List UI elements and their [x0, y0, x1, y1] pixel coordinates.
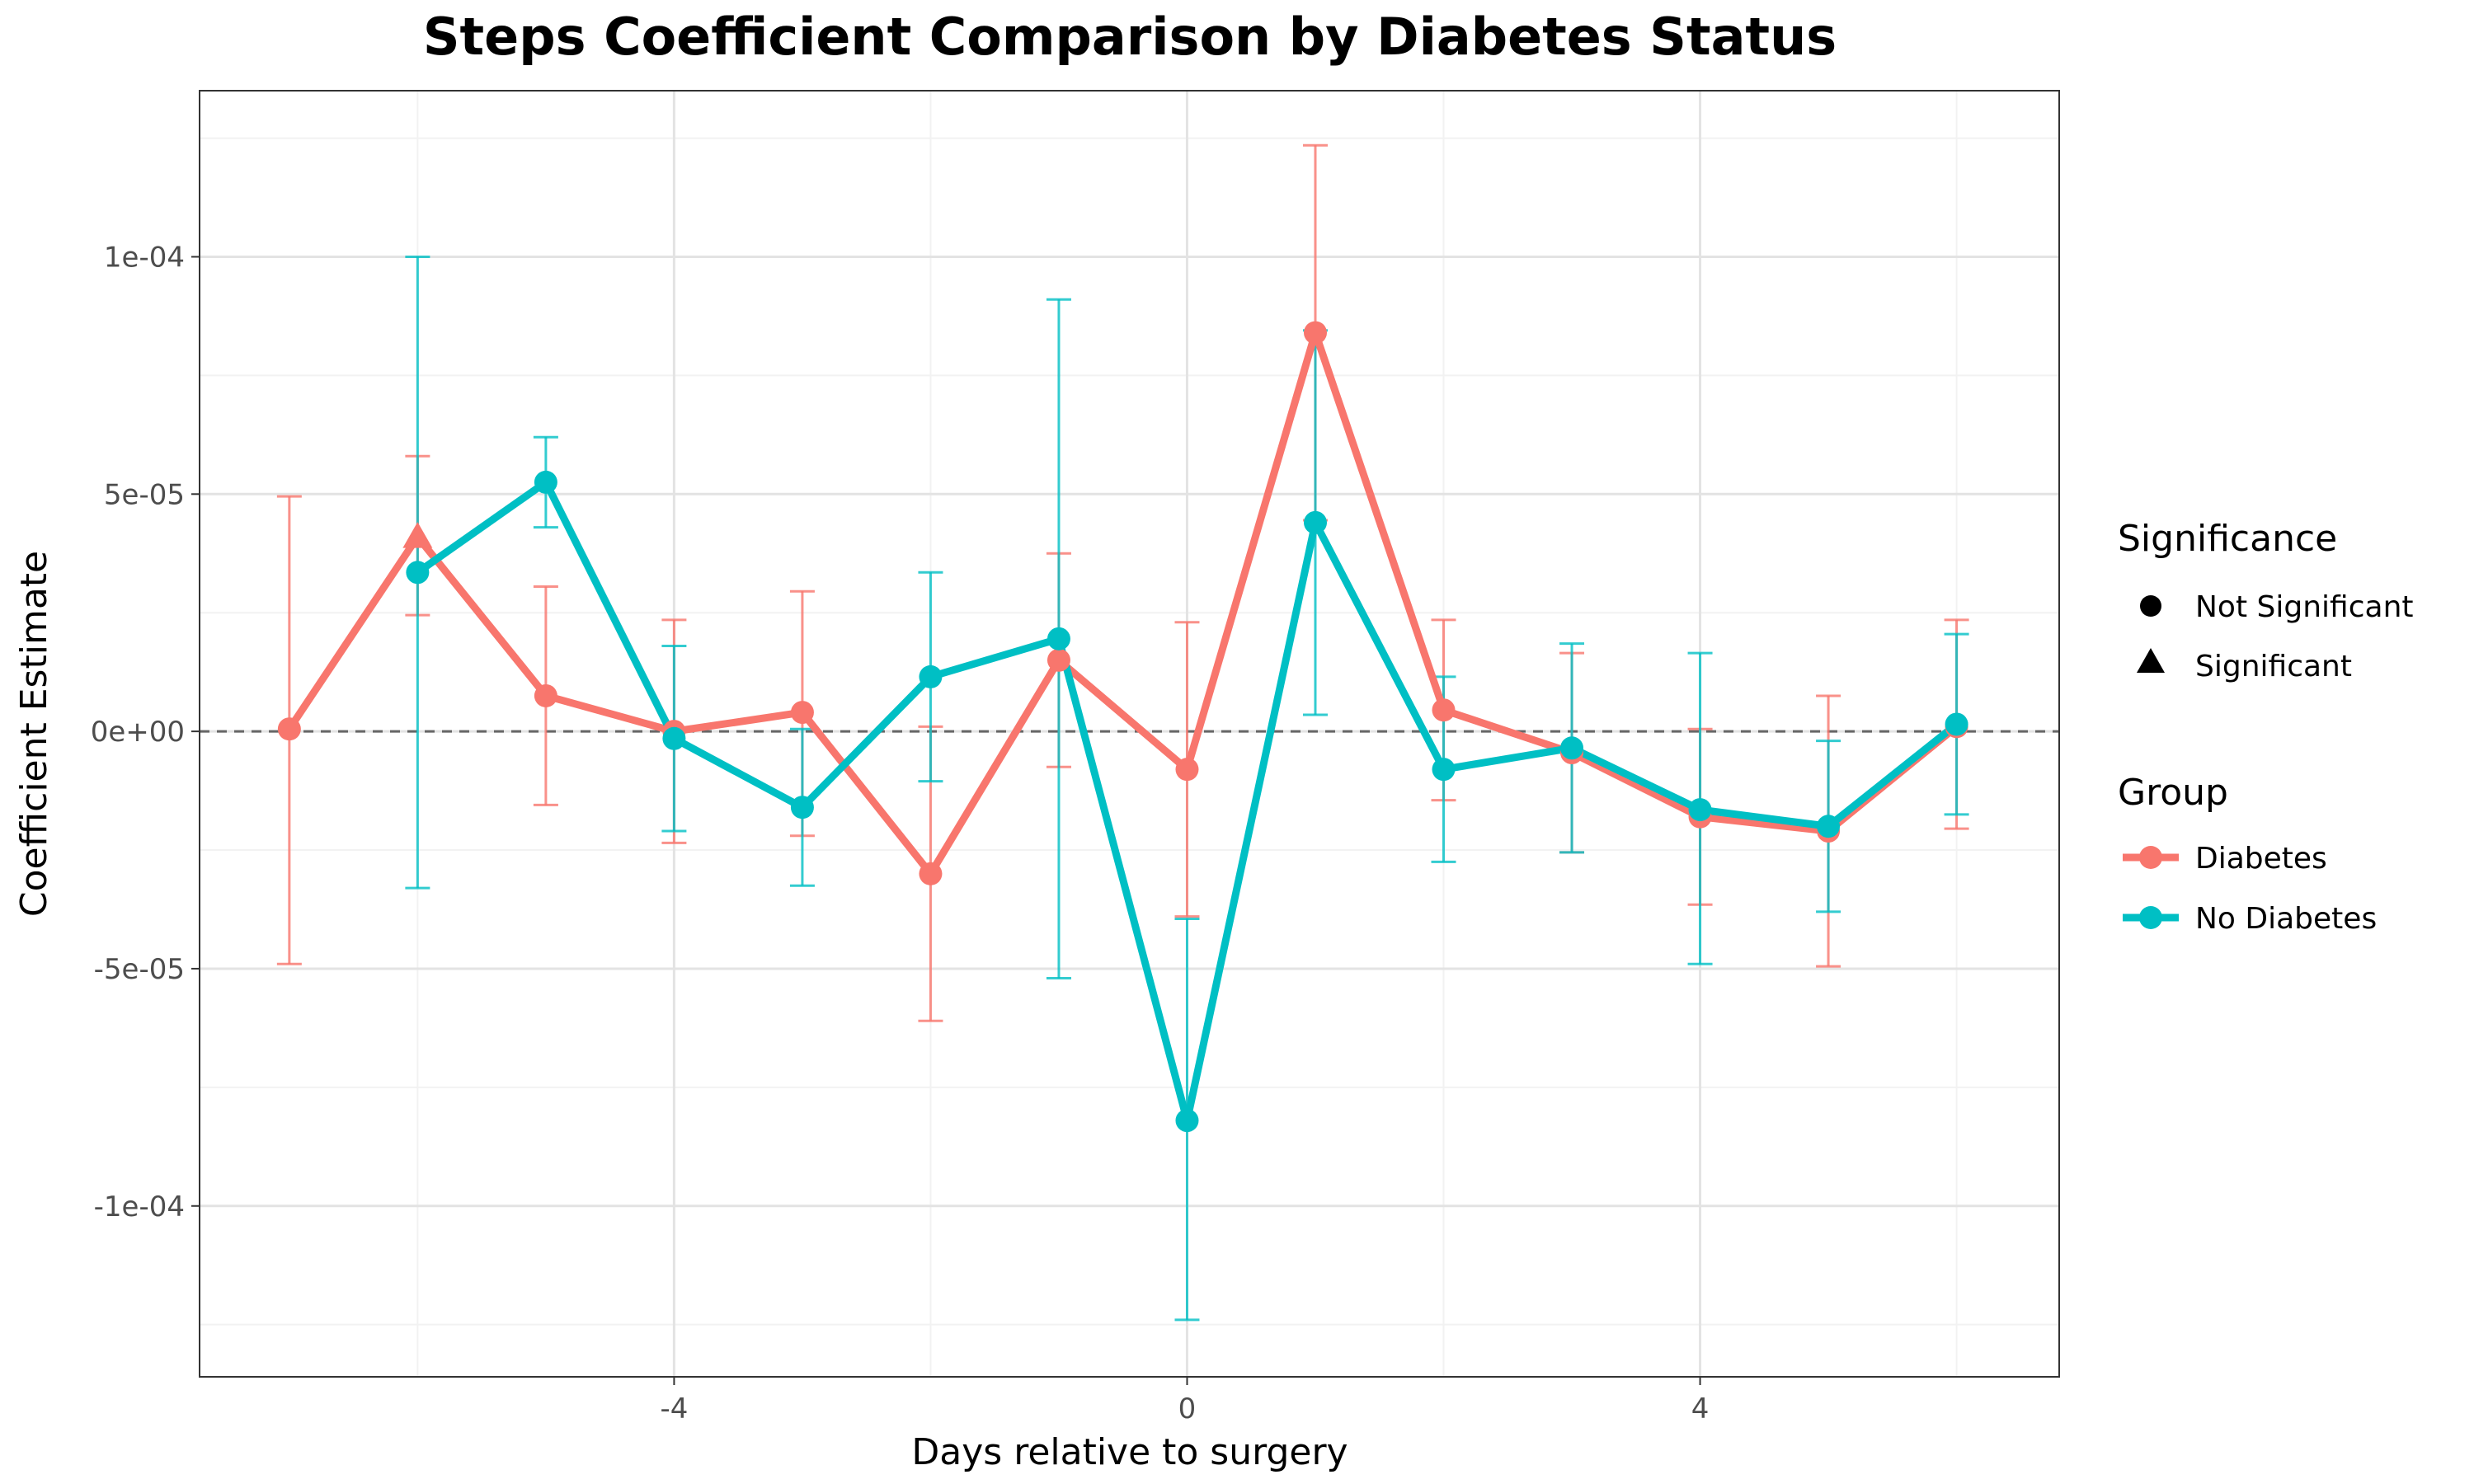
x-tick-label: 0 — [1178, 1392, 1197, 1425]
data-point — [406, 561, 430, 585]
data-point — [1945, 712, 1968, 736]
legend-label-significant: Significant — [2195, 650, 2352, 683]
x-axis-ticks: -4 0 4 — [660, 1377, 1709, 1425]
data-point — [1175, 758, 1199, 782]
legend-group-title: Group — [2118, 772, 2228, 814]
data-point — [1175, 1109, 1199, 1133]
data-point — [1304, 510, 1327, 534]
legend-label-not-significant: Not Significant — [2195, 590, 2414, 624]
data-point — [1432, 698, 1456, 722]
data-point — [1047, 648, 1070, 672]
legend-circle-key — [2140, 595, 2161, 617]
y-tick-label: -5e-05 — [94, 953, 185, 986]
x-axis-title: Days relative to surgery — [911, 1431, 1348, 1473]
x-tick-label: 4 — [1691, 1392, 1710, 1425]
y-tick-label: 5e-05 — [104, 478, 185, 511]
y-tick-label: -1e-04 — [94, 1190, 185, 1223]
y-tick-label: 0e+00 — [91, 716, 185, 749]
chart-title: Steps Coefficient Comparison by Diabetes… — [423, 7, 1837, 67]
legend-triangle-key — [2137, 648, 2165, 673]
data-point — [919, 665, 943, 688]
data-point — [534, 683, 557, 707]
data-point — [662, 726, 686, 750]
plot-panel-border — [199, 90, 2060, 1378]
data-point — [1432, 758, 1456, 782]
legend: Significance Not Significant Significant… — [2118, 518, 2414, 936]
data-point — [1817, 815, 1841, 838]
legend-diabetes-point — [2139, 846, 2162, 869]
legend-label-no-diabetes: No Diabetes — [2195, 902, 2377, 936]
data-points — [277, 321, 1968, 1133]
data-point — [1688, 798, 1712, 822]
data-point — [534, 470, 557, 494]
y-tick-label: 1e-04 — [104, 241, 185, 274]
legend-no-diabetes-point — [2139, 906, 2162, 929]
data-point — [1560, 736, 1584, 760]
data-point — [1047, 627, 1070, 650]
series-line — [285, 329, 1961, 878]
data-point — [790, 701, 814, 725]
y-axis-ticks: -1e-04 -5e-05 0e+00 5e-05 1e-04 — [91, 241, 200, 1223]
legend-label-diabetes: Diabetes — [2195, 842, 2327, 876]
data-point — [277, 717, 301, 741]
data-point — [919, 862, 943, 885]
data-point — [1304, 321, 1327, 345]
x-tick-label: -4 — [660, 1392, 688, 1425]
y-axis-title: Coefficient Estimate — [13, 551, 55, 917]
data-point — [790, 796, 814, 819]
legend-significance-title: Significance — [2118, 518, 2337, 560]
data-point-significant — [402, 522, 433, 548]
